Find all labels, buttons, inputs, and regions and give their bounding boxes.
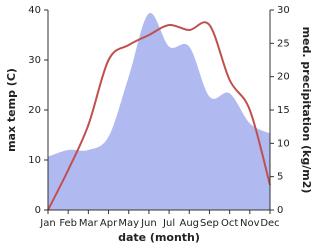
x-tick-label: Jan (39, 218, 55, 229)
y-tick-label: 0 (35, 205, 41, 216)
y2-tick-label: 15 (277, 105, 290, 116)
x-tick-label: Mar (79, 218, 99, 229)
x-tick-label: Oct (221, 218, 238, 229)
y2-tick-label: 5 (277, 172, 283, 183)
x-tick-label: Jun (140, 218, 157, 229)
y-tick-label: 40 (28, 5, 41, 16)
y-tick-label: 20 (28, 105, 41, 116)
x-tick-label: Sep (200, 218, 219, 229)
chart: date (month) max temp (C) med. precipita… (5, 5, 313, 244)
temperature-line (47, 21, 271, 211)
x-axis-label: date (month) (118, 231, 200, 244)
x-tick-label: Aug (180, 218, 200, 229)
y2-tick-label: 0 (277, 205, 283, 216)
x-tick-label: Feb (59, 218, 77, 229)
y2-tick-label: 30 (277, 5, 290, 16)
x-tick-label: Jul (162, 218, 175, 229)
precipitation-area (48, 12, 270, 211)
y2-axis-label: med. precipitation (kg/m2) (300, 27, 313, 194)
y2-tick-label: 25 (277, 38, 290, 49)
x-tick-label: May (118, 218, 139, 229)
y-axis-label: max temp (C) (5, 68, 18, 152)
x-tick-label: Nov (240, 218, 260, 229)
x-tick-label: Apr (100, 218, 118, 229)
y2-tick-label: 20 (277, 72, 290, 83)
x-tick-label: Dec (260, 218, 279, 229)
y-tick-label: 10 (28, 155, 41, 166)
y2-tick-label: 10 (277, 138, 290, 149)
y-tick-label: 30 (28, 55, 41, 66)
